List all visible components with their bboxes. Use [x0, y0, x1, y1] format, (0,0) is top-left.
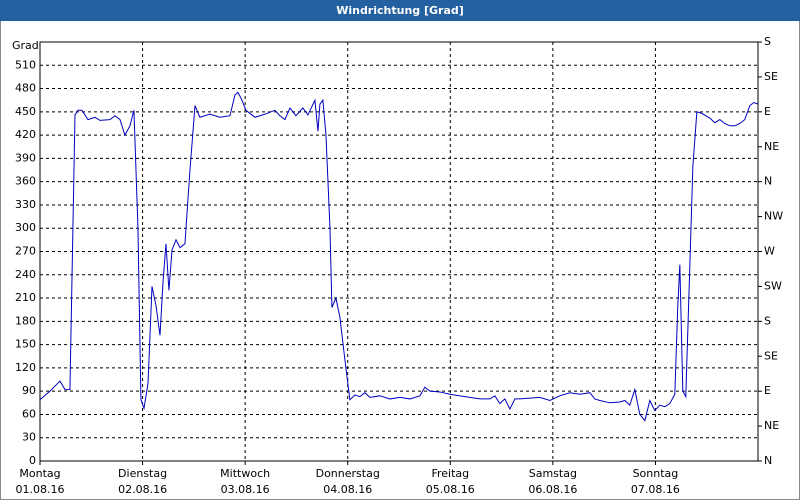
y2-tick-label: SW: [764, 279, 782, 292]
y-tick-label: 330: [15, 198, 36, 211]
y-tick-label: 270: [15, 245, 36, 258]
x-tick-label: Donnerstag: [316, 467, 380, 480]
y-tick-label: 120: [15, 361, 36, 374]
y-tick-label: 90: [22, 384, 36, 397]
x-tick-label: Samstag: [529, 467, 577, 480]
y2-tick-label: NW: [764, 210, 783, 223]
y2-tick-label: NE: [764, 140, 779, 153]
y-tick-label: 360: [15, 175, 36, 188]
x-tick-date: 06.08.16: [528, 483, 577, 496]
y2-tick-label: N: [764, 175, 772, 188]
y-tick-label: 300: [15, 221, 36, 234]
y-tick-label: 390: [15, 151, 36, 164]
y-tick-label: 0: [29, 454, 36, 467]
x-tick-label: Dienstag: [118, 467, 167, 480]
y2-tick-label: S: [764, 35, 771, 48]
y-axis-label: Grad: [12, 39, 39, 52]
x-tick-label: Mittwoch: [220, 467, 270, 480]
y2-tick-label: E: [764, 384, 771, 397]
data-line: [39, 91, 758, 422]
x-tick-label: Montag: [19, 467, 60, 480]
x-tick-date: 01.08.16: [16, 483, 65, 496]
y-tick-label: 30: [22, 431, 36, 444]
y2-tick-label: SE: [764, 349, 778, 362]
y-tick-label: 450: [15, 105, 36, 118]
y-tick-label: 150: [15, 338, 36, 351]
y-tick-label: 210: [15, 291, 36, 304]
x-tick-label: Freitag: [431, 467, 469, 480]
chart-title: Windrichtung [Grad]: [336, 4, 464, 17]
y2-tick-label: SE: [764, 70, 778, 83]
title-bar: [0, 0, 800, 21]
x-tick-date: 03.08.16: [221, 483, 270, 496]
y-tick-label: 240: [15, 268, 36, 281]
y2-tick-label: E: [764, 105, 771, 118]
y2-tick-label: W: [764, 245, 775, 258]
x-tick-date: 05.08.16: [426, 483, 475, 496]
y2-tick-label: NE: [764, 419, 779, 432]
x-tick-label: Sonntag: [633, 467, 679, 480]
x-tick-date: 04.08.16: [323, 483, 372, 496]
y-tick-label: 180: [15, 314, 36, 327]
y-tick-label: 420: [15, 128, 36, 141]
y2-tick-label: S: [764, 314, 771, 327]
x-tick-date: 02.08.16: [118, 483, 167, 496]
y-tick-label: 480: [15, 82, 36, 95]
y2-tick-label: N: [764, 454, 772, 467]
y-tick-label: 60: [22, 407, 36, 420]
x-tick-date: 07.08.16: [631, 483, 680, 496]
y-tick-label: 510: [15, 58, 36, 71]
